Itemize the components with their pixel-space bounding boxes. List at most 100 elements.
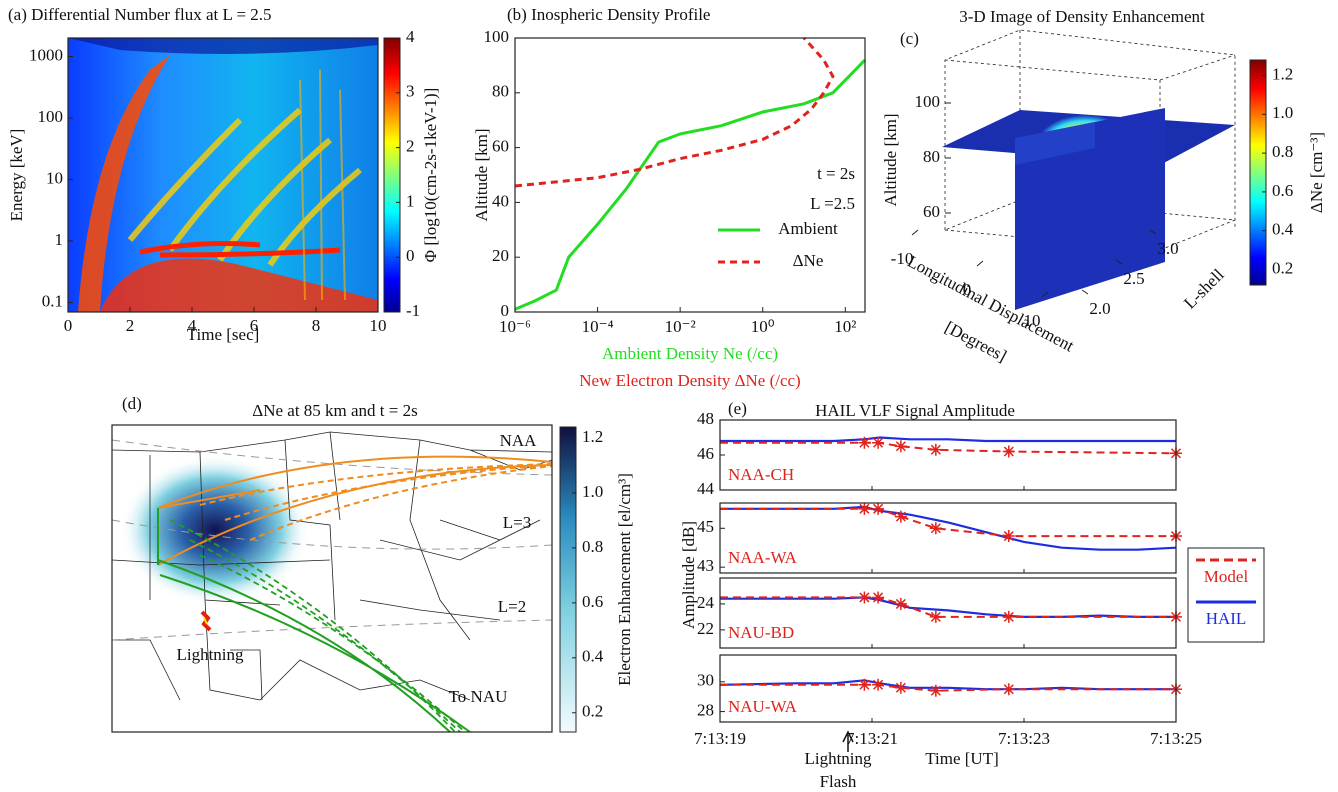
plot-frame xyxy=(719,502,1177,574)
legend-label: Model xyxy=(1204,567,1249,586)
y-tick-label: 22 xyxy=(697,619,714,638)
y-tick-label: 1000 xyxy=(29,45,63,64)
colorbar-tick-label: -1 xyxy=(406,301,420,320)
model-marker xyxy=(858,678,871,691)
colorbar-tick-label: 0.8 xyxy=(1272,142,1293,161)
colorbar-tick-label: 1.0 xyxy=(582,482,603,501)
subplot-bg xyxy=(720,578,1176,648)
panel-title: 3-D Image of Density Enhancement xyxy=(959,7,1205,26)
map-annotation: L=2 xyxy=(498,597,526,616)
model-marker xyxy=(929,610,942,623)
plot-frame xyxy=(67,37,379,313)
x-axis-label: Time [UT] xyxy=(925,749,999,768)
legend-label: Ambient xyxy=(778,219,838,238)
decoration xyxy=(68,38,378,312)
map-annotation: L=3 xyxy=(503,513,531,532)
x-tick xyxy=(976,260,984,267)
decoration xyxy=(169,519,466,733)
data-line xyxy=(514,58,867,311)
hail-line xyxy=(720,436,1176,443)
colorbar-tick-label: 0 xyxy=(406,246,415,265)
x-tick-label: 10² xyxy=(834,317,856,336)
y-tick-label: 40 xyxy=(492,191,509,210)
map-annotation: NAA xyxy=(500,431,538,450)
decoration xyxy=(203,617,208,625)
colorbar xyxy=(559,426,577,733)
y-tick-label: 46 xyxy=(697,444,714,463)
subplot-name: NAA-CH xyxy=(728,465,794,484)
x-axis-label: Time [sec] xyxy=(187,325,260,344)
model-marker xyxy=(1002,683,1015,696)
colorbar-tick-label: 0.4 xyxy=(582,647,604,666)
decoration xyxy=(842,730,854,752)
colorbar xyxy=(1249,59,1267,286)
x-tick-label: 7:13:19 xyxy=(694,729,746,748)
decoration xyxy=(100,258,378,312)
panel-title: HAIL VLF Signal Amplitude xyxy=(815,401,1015,420)
annotation: t = 2s xyxy=(817,164,855,183)
z-axis-label: Altitude [km] xyxy=(881,113,900,206)
x-tick-label: 10⁻² xyxy=(665,317,696,336)
y-tick-label: 0 xyxy=(501,301,510,320)
y-tick-label: 80 xyxy=(492,82,509,101)
y-tick xyxy=(1115,259,1123,265)
y-axis-label: L-shell xyxy=(1180,265,1228,313)
plot-frame xyxy=(719,577,1177,649)
decoration xyxy=(127,107,362,267)
x-tick-label: 7:13:23 xyxy=(998,729,1050,748)
y-axis-label: Energy [keV] xyxy=(7,129,26,222)
model-marker xyxy=(872,678,885,691)
decoration xyxy=(157,455,553,566)
y-tick xyxy=(1149,229,1157,235)
colorbar-tick-label: 4 xyxy=(406,27,415,46)
y-tick-label: 1 xyxy=(55,230,64,249)
y-axis-label: Altitude [km] xyxy=(472,128,491,221)
z-tick-label: 60 xyxy=(923,202,940,221)
decoration xyxy=(299,69,346,301)
colorbar-tick-label: 2 xyxy=(406,137,415,156)
model-marker xyxy=(894,681,907,694)
y-tick-label: 44 xyxy=(697,479,715,498)
subplot-name: NAU-BD xyxy=(728,623,794,642)
annotation: Lightning xyxy=(804,749,872,768)
decoration xyxy=(942,29,1236,310)
colorbar-tick-label: 0.6 xyxy=(1272,181,1293,200)
model-marker xyxy=(1002,445,1015,458)
y-tick-label: 45 xyxy=(697,517,714,536)
plot-frame xyxy=(719,654,1177,723)
y-tick-label: 10 xyxy=(46,168,63,187)
y-tick-label: 100 xyxy=(484,27,510,46)
data-line xyxy=(514,36,835,188)
x-tick-label: 7:13:21 xyxy=(846,729,898,748)
z-tick-label: 100 xyxy=(915,92,941,111)
y-tick-label: 24 xyxy=(697,593,715,612)
x-tick-label: 10⁻⁶ xyxy=(499,317,531,336)
y-tick-label: 100 xyxy=(38,107,64,126)
model-marker xyxy=(894,597,907,610)
decoration xyxy=(68,38,378,54)
panel-title: (a) Differential Number flux at L = 2.5 xyxy=(8,5,272,24)
plot-frame xyxy=(514,37,866,313)
model-marker xyxy=(1002,530,1015,543)
colorbar-tick-label: 0.6 xyxy=(582,592,603,611)
panel-label: (e) xyxy=(728,399,747,418)
hail-line xyxy=(720,505,1177,551)
colorbar-tick-label: 0.2 xyxy=(1272,258,1293,277)
model-marker xyxy=(858,436,871,449)
colorbar xyxy=(383,37,401,313)
x-tick-label: 0 xyxy=(64,316,73,335)
model-marker xyxy=(858,591,871,604)
colorbar-tick-label: 0.8 xyxy=(582,537,603,556)
model-marker xyxy=(1002,610,1015,623)
y-tick-label: 20 xyxy=(492,246,509,265)
annotation: L =2.5 xyxy=(810,194,855,213)
panel-label: (d) xyxy=(122,394,142,413)
subplot-name: NAA-WA xyxy=(728,548,798,567)
y-tick-label: 0.1 xyxy=(42,291,63,310)
model-marker xyxy=(929,443,942,456)
y-tick-label: 3.0 xyxy=(1157,239,1178,258)
decoration xyxy=(111,425,553,733)
colorbar-tick-label: 1 xyxy=(406,191,415,210)
y-axis-label: Amplitude [dB] xyxy=(679,521,698,629)
